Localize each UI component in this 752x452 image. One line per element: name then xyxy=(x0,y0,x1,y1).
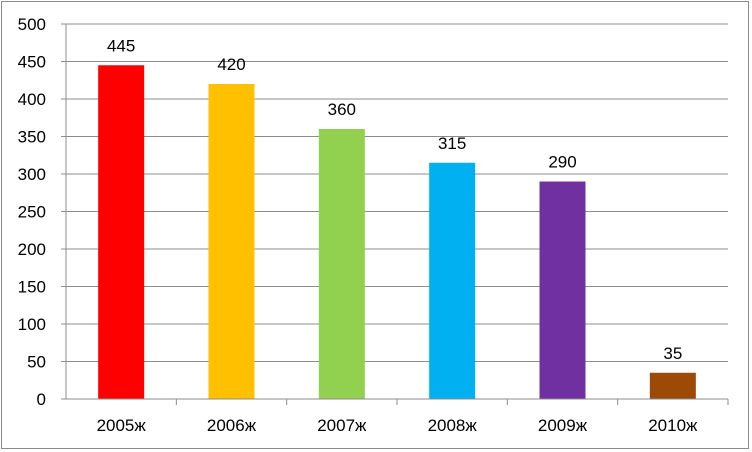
data-labels: 445 420 360 315 290 35 xyxy=(107,36,682,363)
bar-2005ж xyxy=(98,65,145,399)
data-label: 445 xyxy=(107,36,135,55)
data-label: 35 xyxy=(663,344,682,363)
x-axis: 2005ж 2006ж 2007ж 2008ж 2009ж 2010ж xyxy=(65,24,729,435)
x-tick-label: 2008ж xyxy=(428,416,478,435)
x-tick-label: 2009ж xyxy=(538,416,588,435)
data-label: 420 xyxy=(217,55,245,74)
y-tick-label: 0 xyxy=(37,390,46,409)
y-tick-label: 350 xyxy=(18,128,46,147)
bars xyxy=(98,65,696,399)
bar-2008ж xyxy=(429,162,476,399)
bar-2010ж xyxy=(649,372,696,399)
data-label: 290 xyxy=(548,153,576,172)
data-label: 360 xyxy=(328,100,356,119)
data-label: 315 xyxy=(438,134,466,153)
y-tick-label: 500 xyxy=(18,15,46,34)
y-tick-label: 50 xyxy=(27,353,46,372)
y-tick-label: 450 xyxy=(18,53,46,72)
x-tick-label: 2006ж xyxy=(207,416,257,435)
x-tick-label: 2007ж xyxy=(317,416,367,435)
y-tick-label: 250 xyxy=(18,203,46,222)
y-tick-label: 150 xyxy=(18,278,46,297)
x-tick-label: 2005ж xyxy=(97,416,147,435)
bar-2006ж xyxy=(208,84,255,399)
y-tick-label: 400 xyxy=(18,90,46,109)
x-tick-label: 2010ж xyxy=(648,416,698,435)
bar-2007ж xyxy=(318,129,365,399)
y-axis-ticks: 0 50 100 150 200 250 300 350 400 450 500 xyxy=(18,15,66,409)
y-tick-label: 100 xyxy=(18,315,46,334)
bar-2009ж xyxy=(539,181,586,399)
y-tick-label: 300 xyxy=(18,165,46,184)
y-tick-label: 200 xyxy=(18,240,46,259)
gridlines xyxy=(66,23,728,362)
